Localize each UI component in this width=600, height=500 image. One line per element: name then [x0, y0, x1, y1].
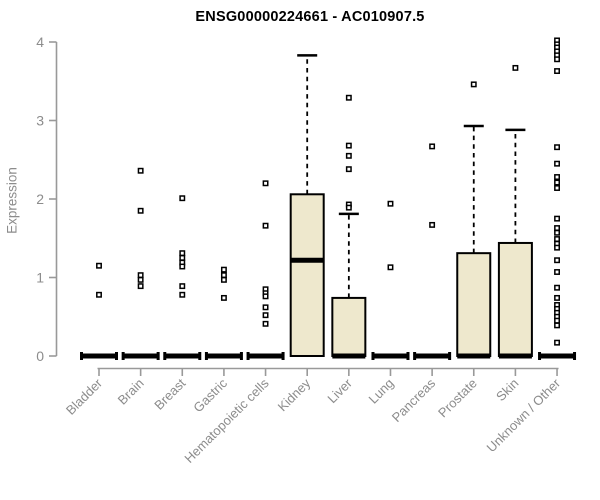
outlier-point	[554, 225, 560, 231]
x-category-label: Unknown / Other	[484, 375, 564, 455]
x-category-label: Kidney	[275, 375, 314, 414]
outlier-point	[137, 276, 144, 283]
box	[456, 252, 492, 357]
x-category-label: Liver	[324, 375, 355, 406]
x-category-label: Brain	[115, 376, 147, 408]
chart-title: ENSG00000224661 - AC010907.5	[195, 9, 425, 25]
outlier-point	[429, 221, 436, 228]
outlier-point	[262, 293, 269, 300]
outlier-point	[554, 160, 560, 167]
outlier-point	[554, 269, 560, 275]
outlier-point	[387, 200, 394, 207]
outlier-point	[554, 56, 560, 63]
y-tick-label: 1	[36, 270, 44, 286]
outlier-point	[137, 207, 144, 214]
outlier-point	[554, 68, 560, 74]
outlier-point	[179, 250, 186, 257]
x-category-label: Lung	[366, 376, 397, 407]
y-tick-label: 2	[36, 191, 44, 207]
outlier-point	[554, 185, 560, 191]
outlier-point	[220, 276, 227, 283]
outlier-point	[554, 215, 560, 222]
outlier-point	[345, 204, 352, 211]
collapsed-box	[372, 353, 408, 359]
outlier-point	[220, 266, 227, 273]
x-category-label: Gastric	[190, 375, 230, 415]
outlier-point	[554, 144, 560, 151]
collapsed-box	[206, 353, 242, 359]
outlier-point	[262, 312, 269, 319]
outlier-point	[179, 291, 186, 298]
outlier-point	[262, 304, 269, 311]
outlier-point	[220, 272, 227, 279]
y-tick-label: 3	[36, 113, 44, 129]
outlier-point	[512, 64, 519, 71]
x-category-label: Prostate	[435, 376, 480, 421]
outlier-point	[554, 236, 560, 242]
outlier-point	[179, 195, 186, 202]
x-category-label: Pancreas	[389, 375, 439, 425]
outlier-point	[554, 317, 560, 324]
outlier-point	[262, 320, 269, 327]
outlier-point	[96, 291, 102, 298]
outlier-point	[554, 244, 560, 251]
collapsed-box	[81, 353, 117, 359]
outlier-point	[262, 180, 269, 187]
outlier-point	[220, 294, 227, 301]
y-tick-label: 0	[36, 348, 44, 364]
outlier-point	[554, 257, 560, 264]
outlier-point	[387, 264, 394, 271]
outlier-point	[429, 143, 436, 150]
collapsed-box	[123, 353, 159, 359]
box	[497, 241, 533, 358]
outlier-point	[554, 339, 560, 346]
outlier-point	[470, 81, 477, 88]
outlier-point	[179, 283, 186, 290]
collapsed-box	[539, 353, 575, 359]
outlier-point	[554, 229, 560, 236]
outlier-point	[262, 222, 269, 229]
outlier-point	[137, 283, 144, 290]
y-tick-label: 4	[36, 34, 44, 50]
outlier-point	[345, 142, 352, 149]
collapsed-box	[164, 353, 200, 359]
outlier-point	[137, 167, 144, 174]
outlier-point	[554, 294, 560, 301]
collapsed-box	[248, 353, 284, 359]
box	[331, 296, 367, 358]
outlier-point	[345, 94, 352, 101]
outlier-point	[137, 272, 144, 279]
x-category-label: Skin	[493, 376, 521, 404]
outlier-point	[554, 174, 560, 180]
outlier-point	[179, 263, 186, 270]
outlier-point	[554, 322, 560, 329]
outlier-point	[96, 262, 102, 269]
outlier-point	[179, 254, 186, 261]
outlier-point	[554, 284, 560, 291]
x-category-label: Bladder	[63, 375, 106, 418]
box	[289, 193, 325, 357]
outlier-point	[345, 152, 352, 159]
outlier-point	[554, 179, 560, 186]
outlier-point	[345, 166, 352, 173]
collapsed-box	[414, 353, 450, 359]
x-category-label: Breast	[151, 375, 188, 412]
